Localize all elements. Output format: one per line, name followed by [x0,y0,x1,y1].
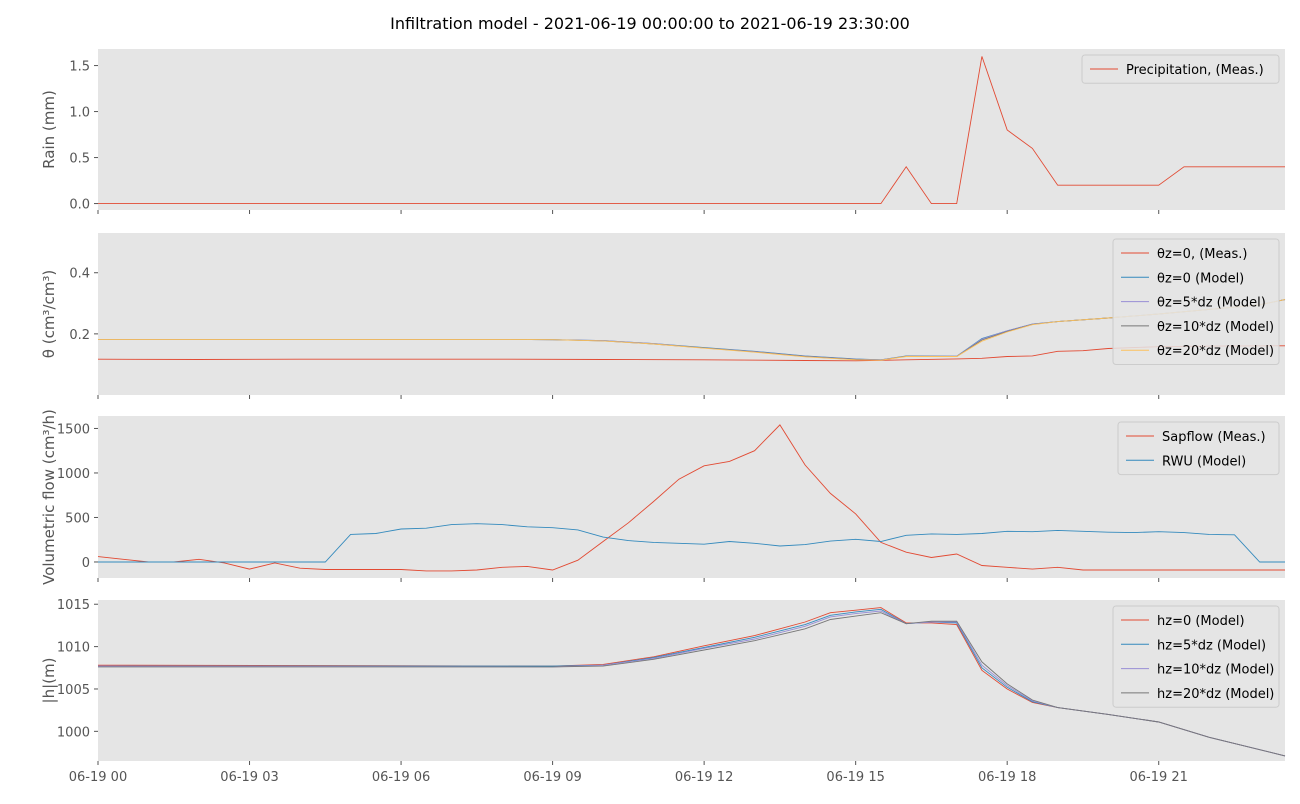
x-tick-label: 06-19 15 [826,770,884,785]
subplot-2: 0.2 0.4 θ (cm³/cm³) θz=0, (Meas.) θz=0 (Mode… [40,233,1286,399]
x-tick-label: 06-19 12 [675,770,733,785]
x-tick-label: 06-19 03 [220,770,278,785]
series-line-1 [97,345,1286,362]
y-tick-label: 500 [65,511,90,526]
series-line-4 [98,612,1286,757]
x-tick-label: 06-19 00 [69,770,127,785]
legend: Precipitation, (Meas.) [1081,54,1280,84]
legend-box [1112,238,1280,365]
y-tick-label: 0.2 [69,328,90,343]
y-tick-label: 1000 [57,725,90,740]
series-line-1 [98,56,1285,205]
legend-box [1112,605,1280,708]
legend-label: θz=20*dz (Model) [1157,344,1274,359]
legend-label: θz=10*dz (Model) [1157,320,1274,335]
y-axis-label: Rain (mm) [40,90,58,169]
legend-box [1081,54,1280,84]
legend-label: hz=0 (Model) [1157,614,1245,629]
y-axis-label: Volumetric flow (cm³/h) [40,409,58,585]
legend-label: hz=5*dz (Model) [1157,638,1266,653]
legend-label: hz=20*dz (Model) [1157,687,1274,702]
y-tick-label: 1005 [57,683,90,698]
y-axis-label: |h|(m) [40,658,58,704]
x-tick-label: 06-19 21 [1129,770,1187,785]
series-line-1 [97,424,1285,572]
plot-area [98,416,1285,578]
x-tick-label: 06-19 18 [978,770,1036,785]
x-tick-label: 06-19 09 [523,770,581,785]
y-axis-label: θ (cm³/cm³) [40,270,58,358]
y-tick-label: 1.5 [69,60,90,75]
y-tick-label: 1500 [57,422,90,437]
legend-label: θz=0 (Model) [1157,271,1244,286]
legend-label: θz=0, (Meas.) [1157,247,1247,262]
legend: hz=0 (Model) hz=5*dz (Model) hz=10*dz (Mod… [1112,605,1280,708]
subplots: 0.0 0.5 1.0 1.5 Rain (mm) Precipitation, (Mea… [40,49,1286,785]
legend-label: hz=10*dz (Model) [1157,663,1274,678]
legend-box [1117,421,1280,476]
y-tick-label: 1010 [57,641,90,656]
y-tick-label: 0.4 [69,267,90,282]
subplot-1: 0.0 0.5 1.0 1.5 Rain (mm) Precipitation, (Mea… [40,49,1285,214]
y-tick-label: 1015 [57,598,90,613]
legend: θz=0, (Meas.) θz=0 (Model) θz=5*dz (Model)… [1112,238,1280,365]
y-tick-label: 1.0 [69,106,90,121]
subplot-4: 1000 1005 1010 1015 |h|(m) hz=0 (Model) hz=5*d… [40,598,1286,785]
series-line-2 [98,523,1285,563]
legend-label: RWU (Model) [1162,454,1246,469]
legend-label: Sapflow (Meas.) [1162,430,1266,445]
y-tick-label: 1000 [57,467,90,482]
y-tick-label: 0.0 [69,198,90,213]
plot-area [98,600,1285,761]
plot-area [98,233,1285,395]
legend-label: θz=5*dz (Model) [1157,296,1266,311]
figure-title: Infiltration model - 2021-06-19 00:00:00… [390,14,910,33]
legend-label: Precipitation, (Meas.) [1126,63,1264,78]
legend: Sapflow (Meas.) RWU (Model) [1117,421,1280,476]
y-tick-label: 0 [82,556,90,571]
x-tick-label: 06-19 06 [372,770,430,785]
y-tick-label: 0.5 [69,152,90,167]
